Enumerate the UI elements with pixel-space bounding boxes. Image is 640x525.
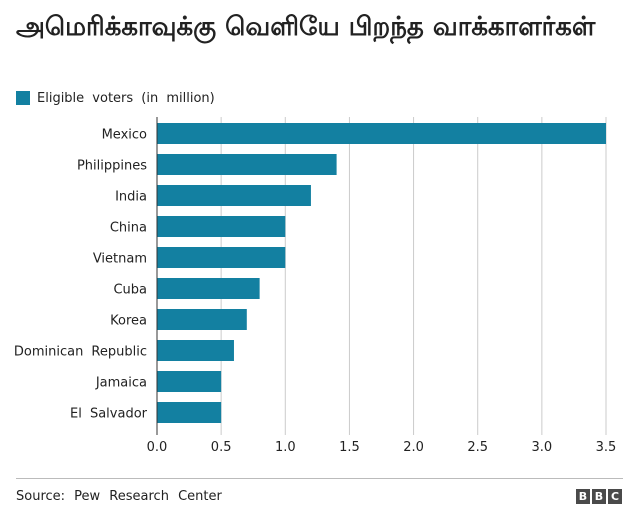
- bar: [157, 216, 286, 237]
- x-tick-label: 2.0: [403, 440, 424, 455]
- source-note: Source: Pew Research Center: [16, 489, 222, 504]
- x-tick-label: 2.5: [467, 440, 488, 455]
- category-label: Korea: [110, 314, 147, 329]
- x-tick-label: 0.0: [147, 440, 168, 455]
- bar: [157, 371, 222, 392]
- x-tick-label: 3.5: [596, 440, 617, 455]
- x-tick-label: 1.5: [339, 440, 360, 455]
- bar: [157, 247, 286, 268]
- category-label: Mexico: [102, 128, 147, 143]
- category-label: Cuba: [113, 283, 147, 298]
- category-label: China: [110, 221, 147, 236]
- source-divider: [16, 478, 623, 479]
- legend-swatch: [16, 91, 30, 105]
- x-tick-label: 1.0: [275, 440, 296, 455]
- bar: [157, 154, 337, 175]
- category-label: Vietnam: [93, 252, 147, 267]
- bar: [157, 309, 247, 330]
- bar: [157, 185, 311, 206]
- bar-chart: 0.0 0.5 1.0 1.5 2.0 2.5 3.0 3.5 Mexico Philippine…: [14, 117, 617, 455]
- x-tick-label: 3.0: [532, 440, 553, 455]
- bar: [157, 278, 260, 299]
- bar: [157, 123, 606, 144]
- legend-label: Eligible voters (in million): [37, 90, 215, 106]
- bbc-logo-letter: C: [608, 489, 622, 504]
- legend: Eligible voters (in million): [16, 90, 215, 106]
- bar: [157, 402, 222, 423]
- chart-title: அமெரிக்காவுக்கு வெளியே பிறந்த வாக்காளர்க…: [16, 12, 596, 42]
- bar: [157, 340, 234, 361]
- category-label: El Salvador: [70, 407, 148, 422]
- x-tick-label: 0.5: [211, 440, 232, 455]
- category-label: Jamaica: [95, 376, 147, 391]
- bbc-logo-letter: B: [576, 489, 590, 504]
- bbc-logo-letter: B: [592, 489, 606, 504]
- category-label: Philippines: [77, 159, 147, 174]
- category-label: Dominican Republic: [14, 345, 147, 360]
- bbc-logo: B B C: [576, 489, 622, 504]
- category-label: India: [115, 190, 147, 205]
